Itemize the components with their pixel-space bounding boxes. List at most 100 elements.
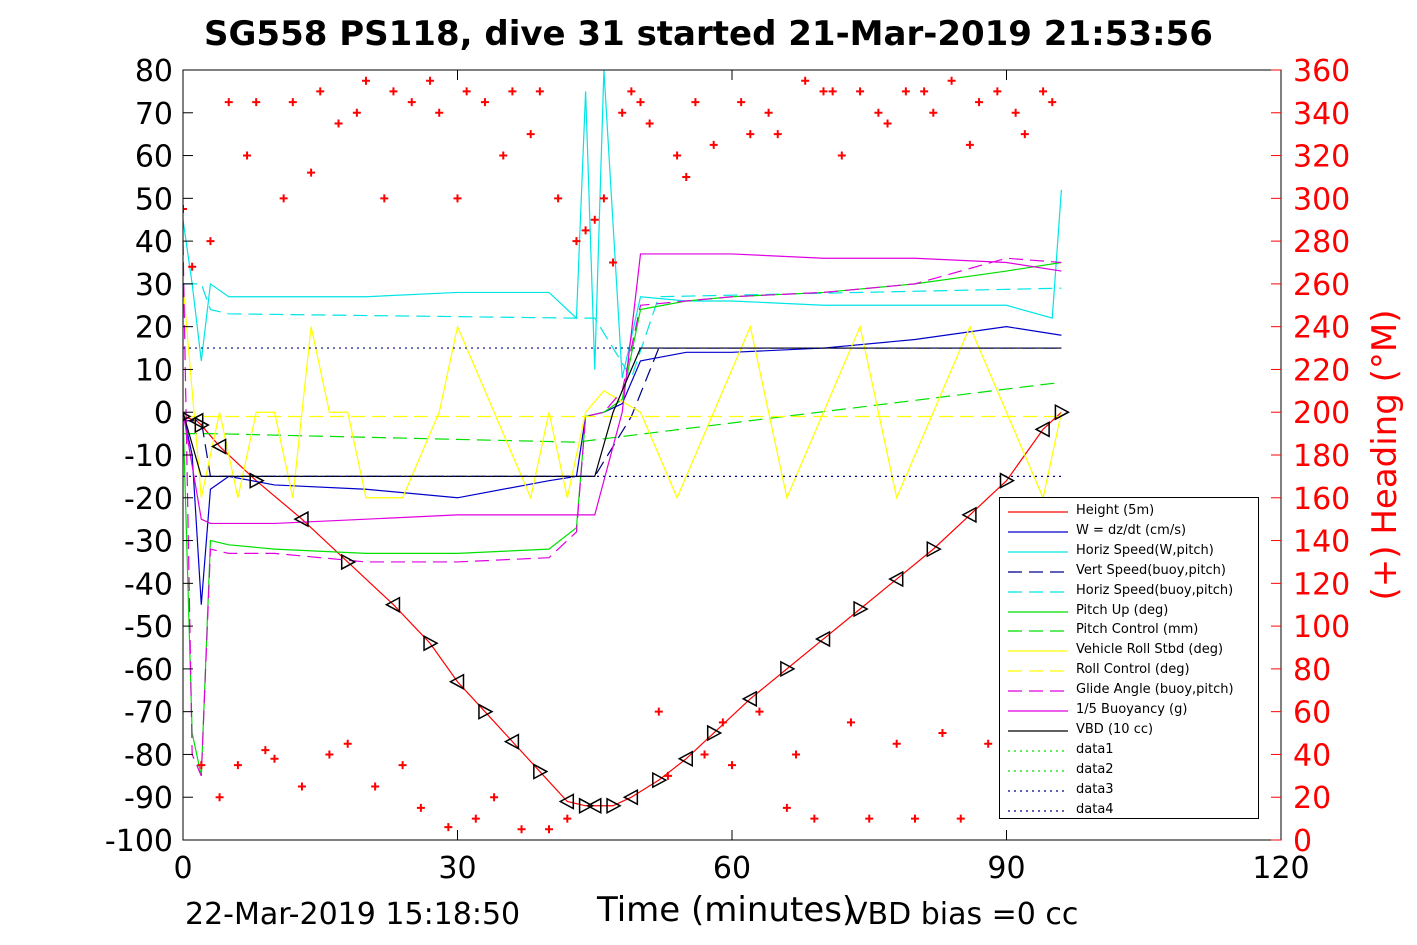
heading-point-25 — [407, 98, 416, 107]
legend-swatch — [1008, 590, 1068, 593]
height-marker-5 — [293, 510, 309, 528]
heading-point-46 — [599, 194, 608, 203]
heading-point-74 — [856, 87, 865, 96]
footer-vbd-bias: VBD bias =0 cc — [847, 897, 1079, 932]
heading-point-33 — [480, 98, 489, 107]
height-marker-30 — [1054, 403, 1070, 421]
height-marker-24 — [853, 600, 869, 618]
legend-item: Vehicle Roll Stbd (deg) — [1000, 641, 1258, 661]
heading-point-52 — [654, 707, 663, 716]
heading-point-68 — [801, 76, 810, 85]
legend-label: Pitch Up (deg) — [1076, 602, 1169, 618]
height-marker-4 — [249, 472, 265, 489]
footer-timestamp: 22-Mar-2019 15:18:50 — [185, 897, 521, 932]
height-marker-11 — [503, 733, 520, 750]
x-axis-label: Time (minutes) — [597, 890, 856, 930]
heading-point-42 — [563, 814, 572, 823]
legend-item: VBD (10 cc) — [1000, 721, 1258, 741]
legend-swatch — [1008, 571, 1068, 573]
legend-label: VBD (10 cc) — [1076, 721, 1154, 737]
height-marker-26 — [926, 540, 942, 558]
legend-swatch — [1008, 531, 1068, 533]
legend-swatch — [1008, 630, 1068, 633]
y2-tick-label-3: 300 — [1293, 182, 1350, 217]
heading-point-88 — [984, 739, 993, 748]
heading-point-21 — [371, 782, 380, 791]
heading-point-11 — [279, 194, 288, 203]
y-tick-label-13: -50 — [124, 610, 173, 645]
heading-point-3 — [206, 237, 215, 246]
y2-tick-label-14: 80 — [1293, 653, 1331, 688]
height-marker-10 — [478, 703, 494, 720]
heading-point-70 — [819, 87, 828, 96]
y2-tick-label-18: 0 — [1293, 824, 1312, 859]
legend-swatch — [1008, 770, 1068, 772]
y-tick-label-7: 10 — [135, 353, 173, 388]
legend-item: Glide Angle (buoy,pitch) — [1000, 681, 1258, 701]
heading-point-40 — [545, 825, 553, 834]
heading-point-27 — [426, 76, 435, 85]
legend-label: Height (5m) — [1076, 503, 1155, 518]
legend-label: Horiz Speed(buoy,pitch) — [1076, 582, 1234, 598]
heading-point-86 — [965, 140, 974, 149]
heading-point-78 — [892, 739, 901, 748]
height-marker-15 — [586, 797, 602, 815]
heading-point-45 — [590, 215, 599, 224]
legend-swatch — [1008, 809, 1068, 812]
y-tick-label-14: -60 — [124, 653, 173, 688]
legend-item: data1 — [1000, 741, 1258, 761]
plot-area — [183, 70, 1070, 834]
heading-point-44 — [581, 226, 590, 235]
height-marker-17 — [622, 788, 639, 806]
height-marker-22 — [780, 660, 796, 678]
axes: 0 30 60 90 12080706050403020100-10-20-30-40-… — [105, 54, 1350, 886]
legend-label: Roll Control (deg) — [1076, 662, 1190, 678]
heading-point-79 — [901, 87, 910, 96]
height-marker-7 — [384, 596, 401, 613]
heading-point-1 — [188, 262, 197, 271]
y-tick-label-1: 70 — [135, 97, 173, 132]
heading-point-71 — [828, 87, 837, 96]
y2-tick-label-10: 160 — [1293, 482, 1350, 517]
legend-item: Roll Control (deg) — [1000, 661, 1258, 681]
heading-point-75 — [865, 814, 874, 823]
heading-point-5 — [224, 98, 233, 107]
height-marker-9 — [448, 673, 465, 690]
heading-point-24 — [398, 761, 407, 770]
y-tick-label-11: -30 — [124, 525, 173, 560]
y-tick-label-8: 0 — [154, 396, 173, 431]
legend-label: Vehicle Roll Stbd (deg) — [1076, 642, 1224, 658]
heading-point-28 — [435, 108, 444, 117]
heading-point-6 — [233, 761, 242, 770]
legend-item: data2 — [1000, 761, 1258, 781]
height-marker-19 — [677, 750, 693, 767]
series-line-0 — [183, 411, 1062, 807]
heading-point-10 — [270, 754, 279, 763]
legend-swatch — [1008, 670, 1068, 672]
y2-axis-label: (+) Heading (°M) — [1365, 309, 1405, 601]
legend-swatch — [1008, 610, 1068, 613]
height-marker-18 — [652, 771, 668, 789]
series-line-6 — [183, 381, 1062, 443]
heading-point-61 — [737, 98, 746, 107]
series-line-10 — [183, 253, 1062, 525]
heading-point-17 — [334, 119, 343, 128]
height-marker-6 — [340, 553, 357, 571]
legend-label: Horiz Speed(W,pitch) — [1076, 542, 1214, 558]
heading-point-57 — [700, 750, 709, 759]
heading-point-72 — [837, 151, 846, 160]
heading-point-15 — [316, 87, 325, 96]
heading-point-0 — [183, 205, 187, 214]
heading-point-22 — [380, 194, 389, 203]
height-marker-13 — [558, 793, 575, 810]
heading-point-9 — [261, 746, 270, 755]
height-marker-12 — [533, 763, 549, 780]
heading-point-95 — [1048, 98, 1057, 107]
y2-tick-label-6: 240 — [1293, 311, 1350, 346]
legend-item: data4 — [1000, 801, 1258, 821]
heading-point-67 — [792, 750, 801, 759]
legend-item: Height (5m) — [1000, 502, 1258, 522]
heading-point-20 — [362, 76, 370, 85]
y-tick-label-16: -80 — [124, 738, 173, 773]
y-tick-label-15: -70 — [124, 696, 173, 731]
